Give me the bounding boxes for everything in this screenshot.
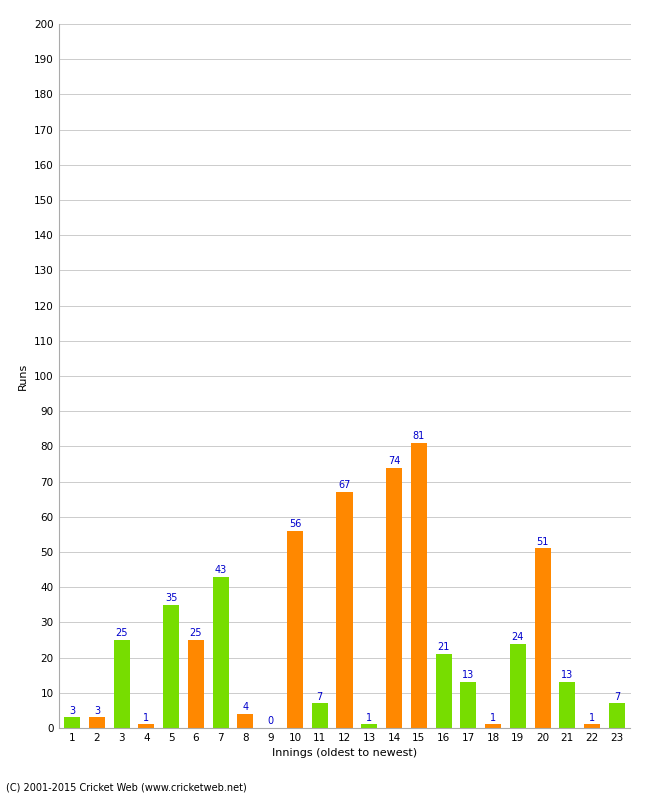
Text: 1: 1 bbox=[490, 713, 496, 722]
Bar bbox=[411, 443, 427, 728]
Bar bbox=[213, 577, 229, 728]
Text: 51: 51 bbox=[536, 537, 549, 546]
Text: 81: 81 bbox=[413, 431, 425, 441]
Bar bbox=[138, 725, 155, 728]
Bar bbox=[114, 640, 130, 728]
Bar bbox=[361, 725, 377, 728]
Text: 3: 3 bbox=[94, 706, 100, 716]
Text: 35: 35 bbox=[165, 593, 177, 603]
Text: 43: 43 bbox=[214, 565, 227, 575]
Text: 21: 21 bbox=[437, 642, 450, 652]
Text: 1: 1 bbox=[366, 713, 372, 722]
Bar bbox=[534, 549, 551, 728]
Bar bbox=[237, 714, 254, 728]
Text: 0: 0 bbox=[267, 716, 273, 726]
Text: 13: 13 bbox=[462, 670, 474, 681]
Text: 13: 13 bbox=[561, 670, 573, 681]
X-axis label: Innings (oldest to newest): Innings (oldest to newest) bbox=[272, 749, 417, 758]
Text: 7: 7 bbox=[317, 691, 323, 702]
Bar bbox=[460, 682, 476, 728]
Text: 4: 4 bbox=[242, 702, 248, 712]
Bar bbox=[337, 492, 352, 728]
Bar bbox=[64, 718, 80, 728]
Text: 24: 24 bbox=[512, 632, 524, 642]
Bar bbox=[188, 640, 204, 728]
Text: 3: 3 bbox=[69, 706, 75, 716]
Text: 25: 25 bbox=[190, 628, 202, 638]
Text: 7: 7 bbox=[614, 691, 620, 702]
Y-axis label: Runs: Runs bbox=[18, 362, 29, 390]
Text: 1: 1 bbox=[144, 713, 150, 722]
Text: 1: 1 bbox=[589, 713, 595, 722]
Text: 56: 56 bbox=[289, 519, 301, 529]
Text: (C) 2001-2015 Cricket Web (www.cricketweb.net): (C) 2001-2015 Cricket Web (www.cricketwe… bbox=[6, 782, 247, 792]
Text: 67: 67 bbox=[338, 480, 351, 490]
Bar bbox=[609, 703, 625, 728]
Text: 74: 74 bbox=[388, 456, 400, 466]
Bar bbox=[89, 718, 105, 728]
Bar bbox=[485, 725, 501, 728]
Bar bbox=[584, 725, 600, 728]
Bar bbox=[510, 643, 526, 728]
Bar bbox=[559, 682, 575, 728]
Text: 25: 25 bbox=[116, 628, 128, 638]
Bar bbox=[312, 703, 328, 728]
Bar bbox=[287, 531, 303, 728]
Bar bbox=[163, 605, 179, 728]
Bar bbox=[386, 467, 402, 728]
Bar bbox=[436, 654, 452, 728]
